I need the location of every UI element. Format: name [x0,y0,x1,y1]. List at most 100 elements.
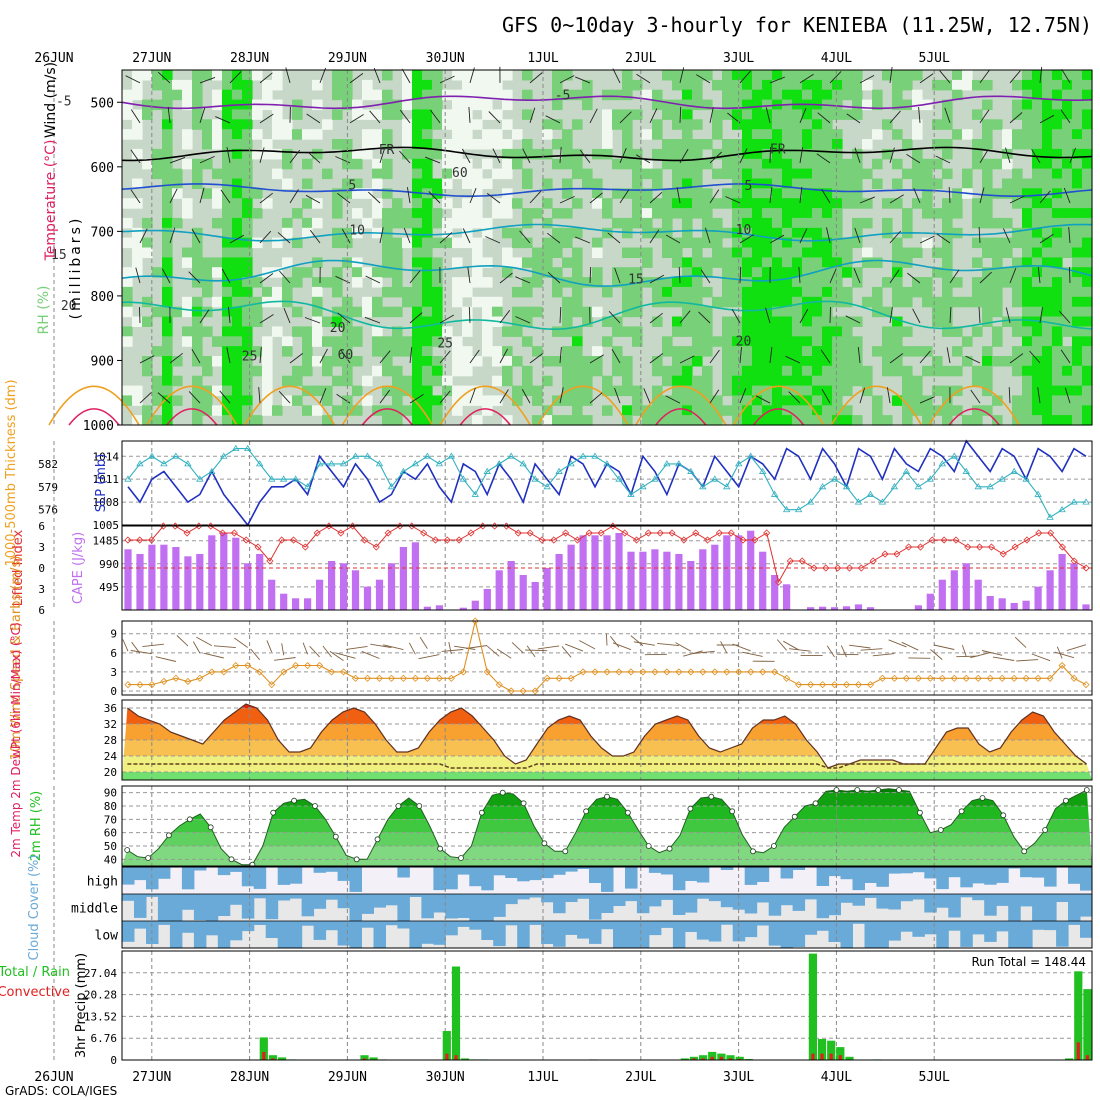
precip-total-bar [1074,971,1083,1060]
rh-cell [1022,375,1033,387]
wind-barb [130,189,141,204]
rh-cell [1012,277,1023,288]
rh-cell [1042,227,1053,239]
rh-cell [522,336,533,347]
rh-cell [222,198,233,209]
precip-ylabel-0: 3hr Precip (mm) [74,953,89,1058]
rh-cell [812,178,823,189]
rh-cell [692,89,703,101]
rh-cell [1042,346,1053,357]
rh-cell [382,237,393,249]
rh-cell [762,99,773,111]
rh-cell [392,237,403,249]
rh-cell [532,306,543,318]
rh-cell [772,168,783,180]
wind-barb [439,314,455,324]
rh-cell [592,365,603,377]
rh-cell [892,99,903,111]
cloud-bar-middle [589,894,602,920]
wind10m-marker [723,668,731,676]
rh-cell [242,277,253,288]
cape-bar [292,598,300,610]
rh-cell [732,79,743,91]
li-ylabel-0: Lifted Index [11,529,26,606]
rh-cell [872,346,883,357]
li-marker [136,536,144,544]
wind-barb [619,148,627,164]
wind-barb [679,355,695,364]
rh-cell [852,277,863,288]
rh-cell [522,375,533,387]
rh-cell [552,267,563,278]
rh-cell [162,405,173,416]
rh-cell [832,99,843,111]
thickness-marker [244,444,252,452]
rh-cell [522,70,533,81]
cloud-bar-high [289,867,303,884]
rh-cell [1082,158,1093,170]
wind10m-marker [375,674,384,682]
cloud-bar-middle [924,894,937,913]
rh-cell [432,277,443,288]
rh-cell [412,286,423,298]
rh-cell [1082,415,1093,426]
rh-cell [1062,158,1073,170]
rh-cell [442,139,453,150]
rh-cell [1052,395,1063,406]
rh-cell [942,208,953,219]
wind10m-marker [579,668,587,676]
slp-ytick-label-0: 1005 [93,519,120,532]
rh-cell [462,99,473,111]
rh-cell [812,395,823,406]
rh-cell [232,79,243,91]
cloud-bar-low [1020,921,1033,948]
rh-cell [362,267,373,278]
rh-cell [302,356,313,367]
rh-cell [162,356,173,367]
rh-cell [242,336,253,347]
rh-cell [192,119,203,130]
rh2m-marker [750,848,756,855]
rh-cell [982,119,993,130]
rh-cell [842,158,853,170]
rh-cell [982,99,993,111]
li-marker [597,529,605,537]
rh-cell [312,217,323,229]
rh-cell [412,385,423,397]
rh-cell [302,346,313,357]
rh-cell [442,227,453,239]
rh-cell [212,257,223,268]
rh-cell [442,178,453,189]
date-bottom-label-5: 1JUL [527,1070,558,1085]
wind-barb [304,317,321,324]
rh-cell [142,99,153,111]
rh-cell [972,208,983,219]
rh-cell [562,346,573,357]
rh-cell [442,217,453,229]
li-marker [254,543,262,551]
wind-barb [125,75,141,84]
rh-cell [1042,188,1053,199]
thickness-marker [687,467,695,474]
rh-cell [462,395,473,406]
cloud-bar-low [385,921,398,926]
rh-cell [222,257,233,268]
rh-cell [792,316,803,327]
rh-cell [1042,415,1053,426]
rh-cell [662,277,673,288]
rh-cell [822,336,833,347]
rh-cell [952,296,963,308]
rh-cell [462,237,473,249]
rh-cell [432,405,443,416]
rh-cell [662,415,673,426]
rh-cell [242,208,253,219]
wind-barb [857,347,861,364]
rh-cell [542,415,553,426]
rh-cell [612,326,623,337]
rh-cell [912,375,923,387]
rh-cell [302,405,313,416]
rh-cell [182,198,193,209]
wind10m-barb [720,641,728,654]
rh-cell [832,178,843,189]
rh-cell [462,129,473,140]
